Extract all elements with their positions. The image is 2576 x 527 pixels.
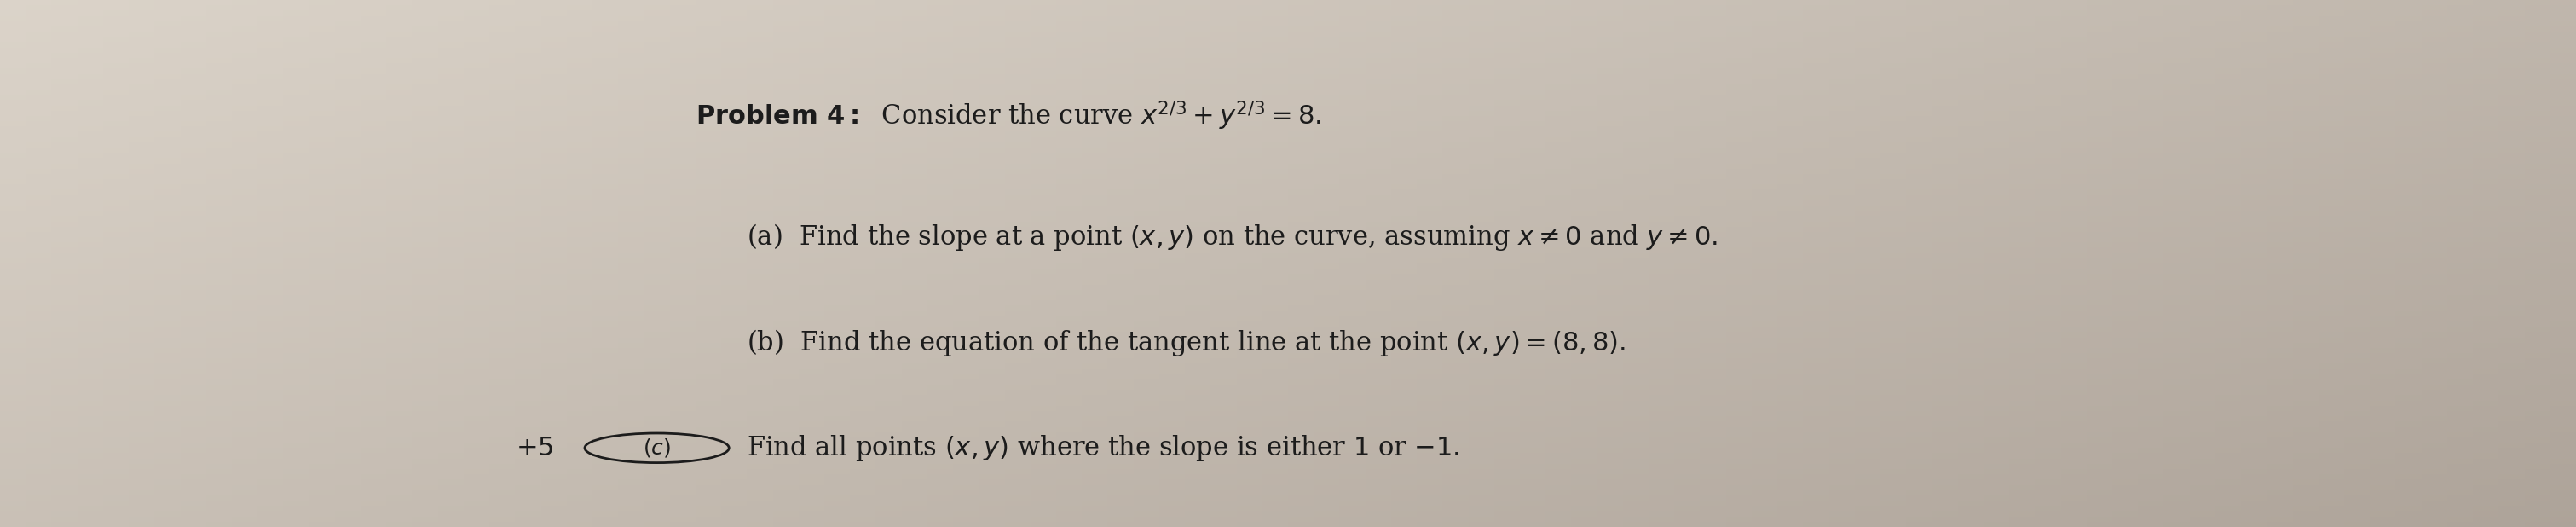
Text: $(c)$: $(c)$ xyxy=(644,437,670,459)
Text: $\mathbf{Problem\ 4:}$  Consider the curve $x^{2/3} + y^{2/3} = 8.$: $\mathbf{Problem\ 4:}$ Consider the curv… xyxy=(696,100,1321,132)
Text: (a)  Find the slope at a point $(x, y)$ on the curve, assuming $x \neq 0$ and $y: (a) Find the slope at a point $(x, y)$ o… xyxy=(747,222,1718,252)
Text: (b)  Find the equation of the tangent line at the point $(x, y) = (8, 8).$: (b) Find the equation of the tangent lin… xyxy=(747,327,1625,358)
Text: $+5$: $+5$ xyxy=(515,435,554,461)
Text: Find all points $(x, y)$ where the slope is either $1$ or $-1.$: Find all points $(x, y)$ where the slope… xyxy=(747,433,1461,463)
